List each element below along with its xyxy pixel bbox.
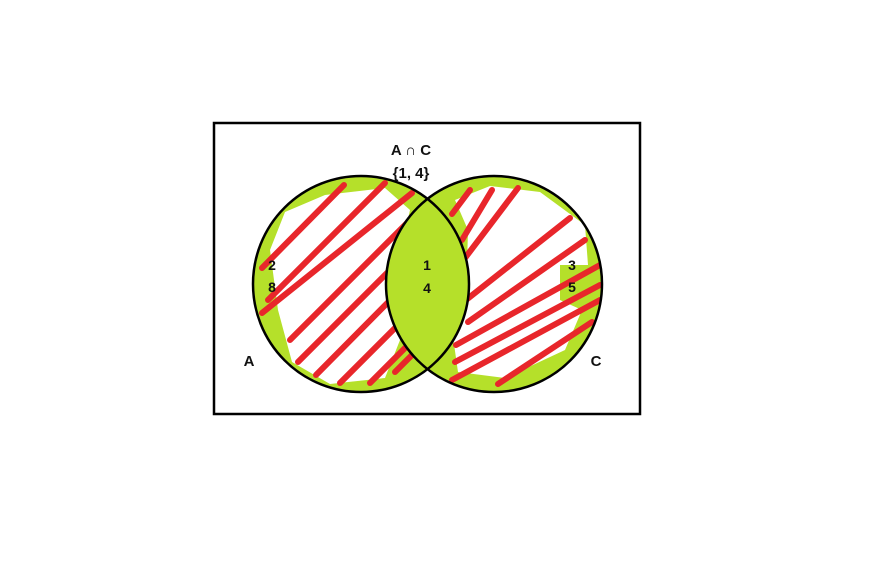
set-c-only-hatching [449,185,602,387]
intersection-element: 4 [423,280,431,296]
universe-rectangle [212,121,642,416]
set-a-outline [251,174,471,394]
set-a-label: A [244,353,255,370]
intersection-element: 1 [423,257,431,273]
set-c-outline [384,174,604,394]
set-a-element: 8 [268,279,276,295]
set-c-element: 5 [568,279,576,295]
set-c-label: C [591,353,602,370]
intersection-set-label: {1, 4} [393,165,430,182]
set-a-element: 2 [268,257,276,273]
diagram-title: A ∩ C [391,142,431,159]
set-c-element: 3 [568,257,576,273]
